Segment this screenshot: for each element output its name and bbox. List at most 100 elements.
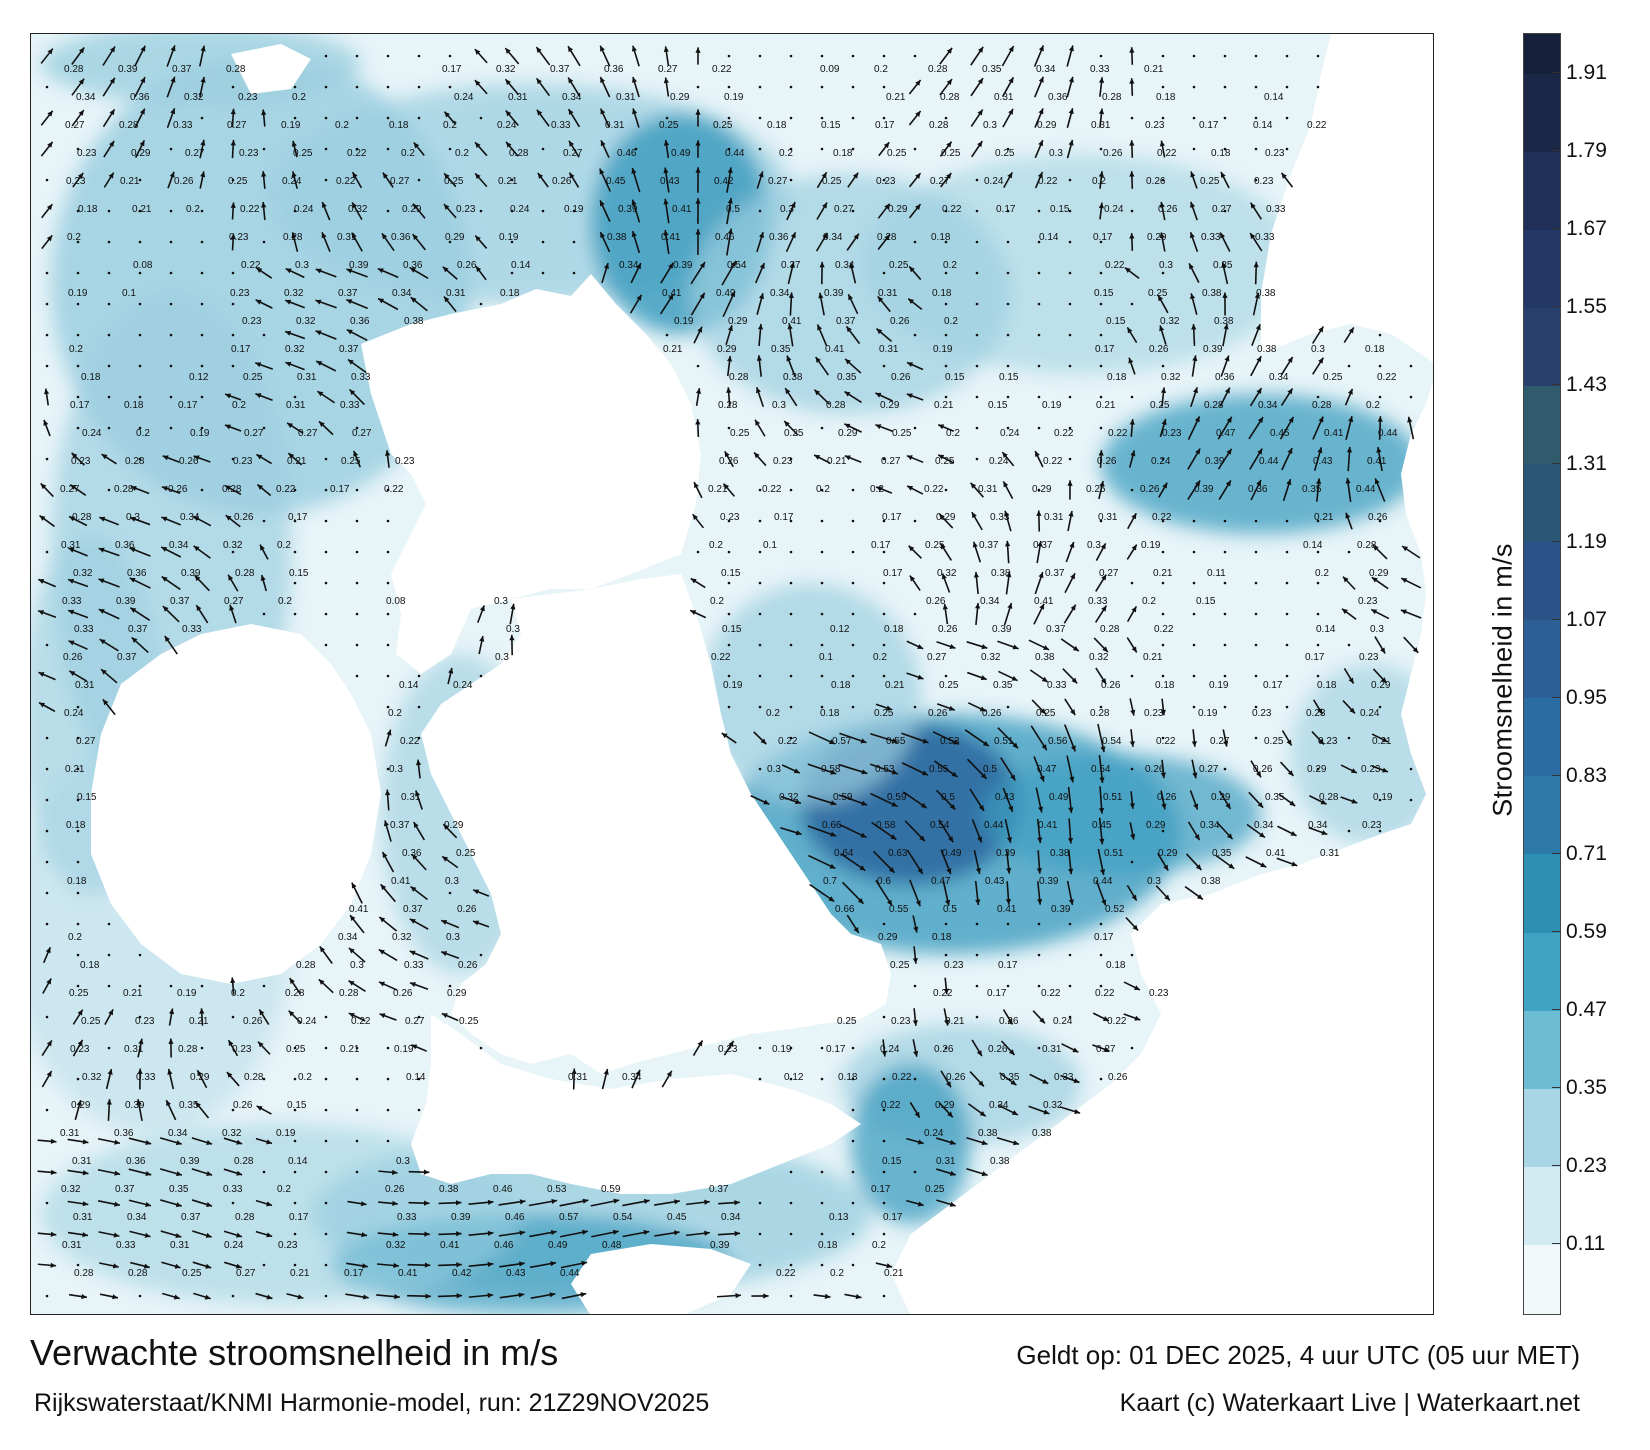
current-arrow: [76, 829, 80, 833]
current-arrow: [1066, 880, 1074, 906]
speed-label: 0.27: [1210, 736, 1230, 747]
current-arrow: [913, 54, 917, 58]
speed-label: 0.31: [286, 400, 306, 411]
speed-label: 0.19: [723, 680, 743, 691]
current-arrow: [1001, 451, 1015, 467]
current-arrow: [1190, 387, 1198, 407]
current-arrow: [912, 1039, 919, 1057]
current-arrow: [661, 1070, 673, 1088]
current-arrow: [1004, 510, 1012, 532]
current-arrow: [41, 203, 53, 219]
current-arrow: [1254, 581, 1258, 585]
current-arrow: [355, 488, 359, 492]
current-arrow: [478, 635, 485, 655]
current-arrow: [448, 85, 452, 89]
current-arrow: [906, 1199, 924, 1207]
current-arrow: [200, 984, 204, 988]
current-arrow: [472, 889, 490, 897]
speed-label: 0.2: [277, 540, 291, 551]
speed-label: 0.25: [286, 1044, 306, 1055]
current-arrow: [541, 240, 545, 244]
speed-label: 0.2: [335, 120, 349, 131]
speed-label: 0.27: [352, 428, 372, 439]
speed-label: 0.49: [942, 848, 962, 859]
current-arrow: [45, 178, 49, 182]
current-arrow: [786, 201, 796, 221]
current-arrow: [789, 1170, 793, 1174]
current-arrow: [1098, 450, 1104, 468]
speed-label: 0.22: [1157, 148, 1177, 159]
speed-label: 0.23: [242, 316, 262, 327]
speed-label: 0.26: [168, 484, 188, 495]
current-arrow: [1280, 172, 1294, 188]
speed-label: 0.2: [874, 64, 888, 75]
current-arrow: [906, 849, 924, 875]
speed-label: 0.29: [71, 1100, 91, 1111]
speed-label: 0.22: [1154, 624, 1174, 635]
speed-label: 0.18: [1317, 680, 1337, 691]
current-arrow: [355, 1108, 359, 1112]
current-arrow: [1312, 357, 1324, 375]
current-arrow: [902, 791, 928, 809]
current-arrow: [223, 1168, 243, 1176]
speed-label: 0.33: [182, 624, 202, 635]
speed-label: 0.17: [826, 1044, 846, 1055]
speed-label: 0.36: [130, 92, 150, 103]
current-arrow: [696, 550, 700, 554]
current-arrow: [324, 1232, 328, 1236]
current-arrow: [758, 1046, 762, 1050]
current-arrow: [1034, 139, 1044, 159]
speed-label: 0.2: [872, 1240, 886, 1251]
current-arrow: [45, 736, 49, 740]
current-arrow: [567, 108, 581, 128]
current-arrow: [169, 147, 173, 151]
current-arrow: [1068, 333, 1072, 337]
current-arrow: [787, 261, 795, 285]
speed-label: 0.26: [234, 512, 254, 523]
current-arrow: [572, 271, 576, 275]
speed-label: 0.08: [386, 596, 406, 607]
current-arrow: [193, 1292, 211, 1300]
current-arrow: [1251, 324, 1261, 346]
speed-label: 0.39: [618, 204, 638, 215]
current-arrow: [102, 698, 116, 716]
colorbar-tick-mark: [1552, 72, 1561, 74]
current-arrow: [1125, 916, 1139, 932]
current-arrow: [76, 364, 80, 368]
speed-label: 0.32: [779, 792, 799, 803]
current-arrow: [231, 364, 235, 368]
speed-label: 0.3: [772, 400, 786, 411]
current-arrow: [875, 1262, 893, 1269]
speed-label: 0.66: [822, 820, 842, 831]
current-arrow: [1036, 850, 1043, 874]
speed-label: 0.17: [1263, 680, 1283, 691]
current-arrow: [851, 705, 855, 709]
current-arrow: [726, 167, 733, 193]
current-arrow: [231, 550, 235, 554]
speed-label: 0.25: [81, 1016, 101, 1027]
speed-label: 0.25: [182, 1268, 202, 1279]
speed-label: 0.3: [495, 652, 509, 663]
current-arrow: [908, 545, 922, 559]
speed-label: 0.26: [457, 260, 477, 271]
current-arrow: [1278, 793, 1296, 807]
speed-label: 0.23: [278, 1240, 298, 1251]
current-arrow: [695, 47, 701, 65]
current-arrow: [324, 519, 328, 523]
current-arrow: [807, 763, 837, 775]
colorbar-tick-label: 0.83: [1566, 763, 1607, 787]
speed-label: 0.34: [1258, 400, 1278, 411]
current-arrow: [936, 1137, 956, 1145]
current-arrow: [37, 1169, 57, 1175]
current-arrow: [789, 457, 793, 461]
current-arrow: [1063, 724, 1077, 752]
speed-label: 0.39: [118, 64, 138, 75]
current-arrow: [499, 1292, 525, 1299]
speed-label: 0.25: [890, 960, 910, 971]
current-arrow: [324, 85, 328, 89]
current-arrow: [407, 1262, 431, 1268]
speed-label: 0.22: [347, 148, 367, 159]
speed-label: 0.25: [659, 120, 679, 131]
current-arrow: [161, 485, 181, 495]
current-arrow: [107, 240, 111, 244]
